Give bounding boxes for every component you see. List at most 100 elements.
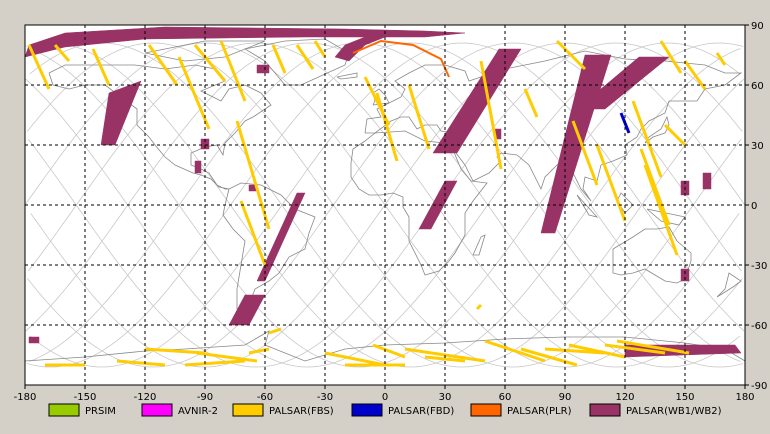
y-tick-label: 90 xyxy=(751,21,764,32)
x-tick-label: 60 xyxy=(499,392,512,403)
x-tick-label: 120 xyxy=(615,392,634,403)
swath-palsar-fbs xyxy=(184,359,246,367)
swath-palsar-wb xyxy=(256,64,270,74)
coastline xyxy=(472,234,486,256)
x-tick-label: 90 xyxy=(559,392,572,403)
legend-item: PALSAR(FBD) xyxy=(351,403,454,417)
swath-palsar-fbs xyxy=(544,347,606,355)
legend-label: AVNIR-2 xyxy=(178,406,218,417)
x-tick-label: 180 xyxy=(735,392,754,403)
y-tick-label: -90 xyxy=(751,381,767,392)
observation-swaths xyxy=(24,26,742,367)
legend-swatch xyxy=(48,403,80,417)
swath-palsar-fbs xyxy=(639,148,671,226)
legend: PRSIM AVNIR-2 PALSAR(FBS) PALSAR(FBD) PALSAR… xyxy=(48,403,722,417)
coastline xyxy=(716,272,742,298)
swath-palsar-wb xyxy=(456,116,466,134)
swath-palsar-fbs xyxy=(177,56,211,130)
coastline xyxy=(222,182,316,314)
swath-palsar-fbs xyxy=(313,40,327,58)
swath-palsar-fbs xyxy=(295,44,315,70)
swath-palsar-fbs xyxy=(219,40,247,102)
y-tick-label: 30 xyxy=(751,141,764,152)
orbit-track xyxy=(26,42,694,368)
swath-palsar-fbs xyxy=(616,339,690,355)
x-tick-label: -150 xyxy=(74,392,97,403)
swath-palsar-fbs xyxy=(475,303,483,311)
coastline xyxy=(644,115,670,144)
legend-label: PALSAR(FBD) xyxy=(388,406,454,417)
legend-label: PALSAR(PLR) xyxy=(507,406,572,417)
legend-item: PALSAR(PLR) xyxy=(470,403,572,417)
y-tick-label: -60 xyxy=(751,321,767,332)
x-tick-label: -120 xyxy=(134,392,157,403)
legend-item: PALSAR(WB1/WB2) xyxy=(589,403,722,417)
swath-palsar-fbs xyxy=(643,164,679,256)
swath-palsar-fbs xyxy=(324,351,386,367)
swath-palsar-plr xyxy=(352,39,450,78)
orbit-track xyxy=(24,42,740,368)
x-tick-label: -30 xyxy=(317,392,333,403)
legend-swatch xyxy=(351,403,383,417)
map-grid xyxy=(25,25,745,385)
coastline xyxy=(48,64,272,190)
swath-palsar-fbs xyxy=(268,327,282,335)
orbit-track xyxy=(29,42,643,368)
orbit-track xyxy=(76,42,743,368)
x-tick-label: 30 xyxy=(439,392,452,403)
swath-palsar-fbs xyxy=(631,100,663,178)
orbit-track xyxy=(590,48,741,206)
orbit-track xyxy=(27,138,437,368)
swath-palsar-fbs xyxy=(659,40,683,74)
legend-swatch xyxy=(470,403,502,417)
y-tick-label: 0 xyxy=(751,201,757,212)
legend-item: PRSIM xyxy=(48,403,116,417)
legend-label: PRSIM xyxy=(85,406,116,417)
swath-palsar-fbs xyxy=(144,347,206,355)
x-tick-label: -90 xyxy=(197,392,213,403)
x-tick-label: -180 xyxy=(14,392,37,403)
swath-palsar-fbs xyxy=(193,44,227,82)
latitude-tick-labels: 90 60 30 0 -30 -60 -90 xyxy=(745,21,767,392)
legend-swatch xyxy=(232,403,264,417)
legend-swatch xyxy=(589,403,621,417)
y-tick-label: 60 xyxy=(751,81,764,92)
swath-palsar-wb xyxy=(194,160,202,174)
swath-palsar-fbs xyxy=(375,92,399,162)
swath-palsar-fbs xyxy=(568,343,626,359)
orbit-track xyxy=(333,42,742,272)
orbit-track xyxy=(127,42,741,368)
swath-palsar-fbs xyxy=(424,355,466,363)
orbit-track xyxy=(487,42,740,206)
swath-palsar-wb xyxy=(28,336,40,344)
x-tick-label: 0 xyxy=(382,392,388,403)
orbit-track xyxy=(26,42,591,368)
swath-palsar-wb xyxy=(680,268,690,282)
swath-palsar-fbs xyxy=(116,359,166,367)
orbit-track xyxy=(28,204,77,272)
longitude-tick-labels: -180 -150 -120 -90 -60 -30 0 30 60 90 120 150 180 xyxy=(14,385,755,403)
swath-palsar-fbs xyxy=(715,52,727,66)
swath-palsar-fbs xyxy=(239,200,267,266)
swath-palsar-wb xyxy=(418,180,458,230)
swath-palsar-fbs xyxy=(555,39,587,71)
orbit-track xyxy=(30,204,386,368)
x-tick-label: 150 xyxy=(675,392,694,403)
swath-palsar-fbs xyxy=(53,44,71,62)
swath-palsar-fbs xyxy=(683,60,707,90)
swath-palsar-fbs xyxy=(595,144,627,222)
orbit-track xyxy=(692,138,742,206)
orbit-track xyxy=(435,42,743,206)
swath-palsar-wb xyxy=(432,48,522,154)
legend-item: AVNIR-2 xyxy=(141,403,218,417)
y-tick-label: -30 xyxy=(751,261,767,272)
coastline xyxy=(646,208,686,226)
swath-palsar-fbs xyxy=(248,347,270,355)
swath-palsar-fbs xyxy=(604,343,666,355)
coastlines xyxy=(24,38,746,362)
x-tick-label: -60 xyxy=(257,392,273,403)
swath-palsar-wb xyxy=(256,192,306,282)
swath-palsar-fbs xyxy=(27,44,51,90)
